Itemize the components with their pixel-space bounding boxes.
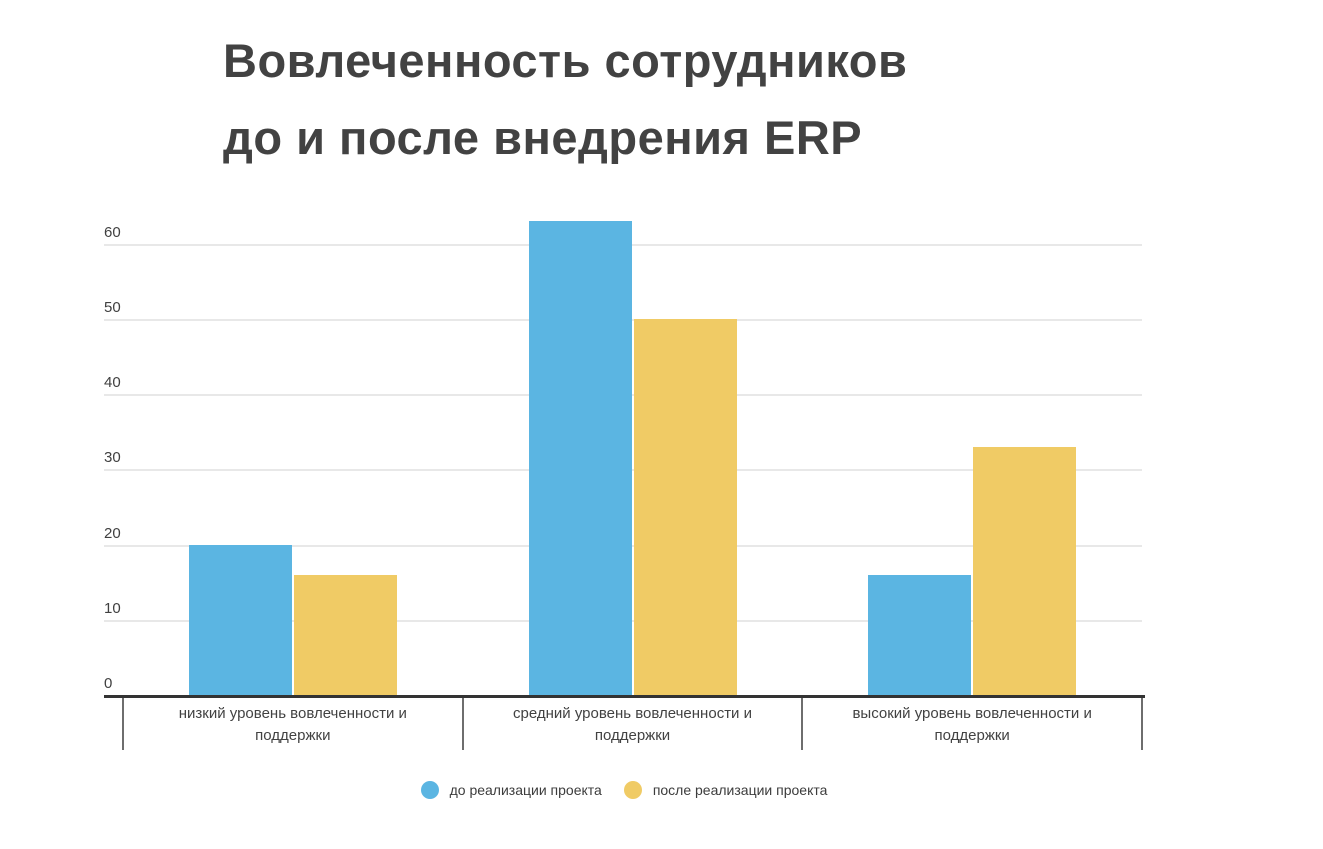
category-label: средний уровень вовлеченности и поддержк… (513, 705, 752, 744)
category-tick (801, 698, 804, 750)
chart-title: Вовлеченность сотрудников до и после вне… (223, 22, 907, 176)
y-axis-tick-label: 40 (104, 374, 121, 392)
y-axis-tick-label: 20 (104, 524, 121, 542)
legend-label: до реализации проекта (449, 782, 602, 798)
y-axis-tick-label: 10 (104, 599, 121, 617)
bar-before (528, 221, 632, 695)
category-label: низкий уровень вовлеченности и поддержки (178, 705, 407, 744)
category-label: высокий уровень вовлеченности и поддержк… (852, 705, 1092, 744)
chart-title-line-1: Вовлеченность сотрудников (223, 34, 908, 87)
bar-before (868, 574, 972, 695)
legend-swatch-icon (420, 781, 439, 799)
bar-before (188, 544, 292, 695)
bar-after (973, 446, 1077, 695)
category-tick (1141, 698, 1143, 750)
category-tick (122, 698, 124, 750)
category-tick (461, 698, 464, 750)
bar-after (293, 574, 397, 695)
legend-swatch-icon (623, 781, 642, 799)
y-axis-tick-label: 0 (104, 675, 113, 692)
y-axis-tick-label: 60 (104, 223, 121, 241)
chart-title-line-2: до и после внедрения ERP (223, 111, 863, 164)
legend: до реализации проекта после реализации пр… (104, 781, 1144, 799)
y-axis-tick-label: 30 (104, 449, 121, 467)
x-axis-line (104, 695, 1145, 698)
y-axis-tick-label: 50 (104, 299, 121, 316)
bar-after (633, 319, 737, 695)
legend-item: до реализации проекта (420, 781, 602, 799)
legend-label: после реализации проекта (652, 782, 828, 798)
legend-item: после реализации проекта (623, 781, 828, 799)
